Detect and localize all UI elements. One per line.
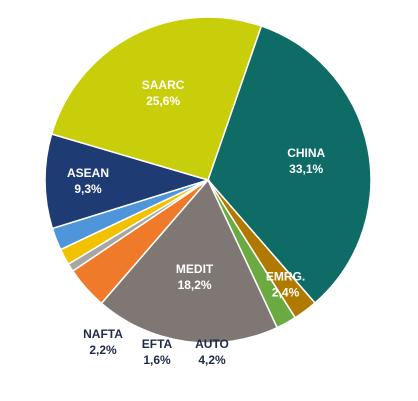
slice-label-china: CHINA <box>287 146 325 160</box>
slice-label-emrg: EMRG. <box>266 269 305 283</box>
pie-slice-saarc <box>50 16 263 181</box>
slice-label-asean: ASEAN <box>67 166 109 180</box>
slice-value-saarc: 25,6% <box>146 94 180 108</box>
slice-label-nafta: NAFTA <box>83 327 123 341</box>
slice-label-saarc: SAARC <box>142 78 185 92</box>
slice-value-emrg: 2,4% <box>272 285 300 299</box>
pie-slice-china <box>207 25 372 305</box>
slice-value-china: 33,1% <box>289 162 323 176</box>
slice-label-medit: MEDIT <box>176 262 214 276</box>
slice-value-nafta: 2,2% <box>89 343 117 357</box>
slice-label-efta: EFTA <box>142 337 173 351</box>
pie-slice-medit <box>100 178 279 344</box>
slice-value-asean: 9,3% <box>74 182 102 196</box>
slice-label-auto: AUTO <box>195 337 229 351</box>
slice-value-medit: 18,2% <box>178 278 212 292</box>
slice-value-efta: 1,6% <box>143 353 171 367</box>
slice-value-auto: 4,2% <box>198 353 226 367</box>
pie-slice-asean <box>44 133 211 230</box>
